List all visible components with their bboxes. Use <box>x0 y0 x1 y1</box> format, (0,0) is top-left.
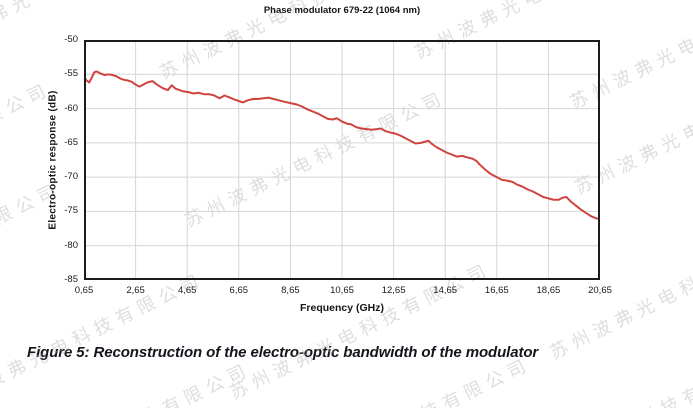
y-tick-label: -55 <box>64 68 78 80</box>
y-tick-label: -85 <box>64 274 78 285</box>
response-curve <box>84 70 600 220</box>
x-tick-label: 4,65 <box>177 285 197 296</box>
x-axis-ticks: 0,65 2,65 4,65 6,65 8,65 10,65 12,65 14,65 16,65… <box>75 285 612 299</box>
chart-title: Phase modulator 679-22 (1064 nm) <box>263 5 421 16</box>
gridlines <box>84 40 600 280</box>
x-tick-label: 8,65 <box>281 285 300 296</box>
y-tick-label: -75 <box>64 205 78 217</box>
x-tick-label: 6,65 <box>229 285 249 296</box>
y-tick-label: -70 <box>64 171 78 183</box>
y-axis-ticks: -50 -55 -60 -65 -70 -75 -80 -85 <box>36 34 78 285</box>
x-tick-label: 20,65 <box>588 285 612 296</box>
x-tick-label: 10,65 <box>330 285 354 296</box>
plot-border <box>84 40 600 280</box>
plot-canvas <box>84 40 600 280</box>
y-tick-label: -60 <box>64 102 78 114</box>
y-tick-label: -65 <box>64 136 78 148</box>
x-tick-label: 0,65 <box>74 285 94 296</box>
x-tick-label: 18,65 <box>536 285 561 296</box>
y-tick-label: -80 <box>64 239 78 251</box>
x-tick-label: 2,65 <box>126 285 145 296</box>
plot-area <box>84 40 600 280</box>
figure-caption: Figure 5: Reconstruction of the electro-… <box>27 344 539 361</box>
x-tick-label: 14,65 <box>433 285 458 296</box>
y-tick-label: -50 <box>64 34 78 45</box>
x-tick-label: 16,65 <box>484 285 509 296</box>
x-axis-label: Frequency (GHz) <box>299 302 384 314</box>
x-tick-label: 12,65 <box>381 285 406 296</box>
